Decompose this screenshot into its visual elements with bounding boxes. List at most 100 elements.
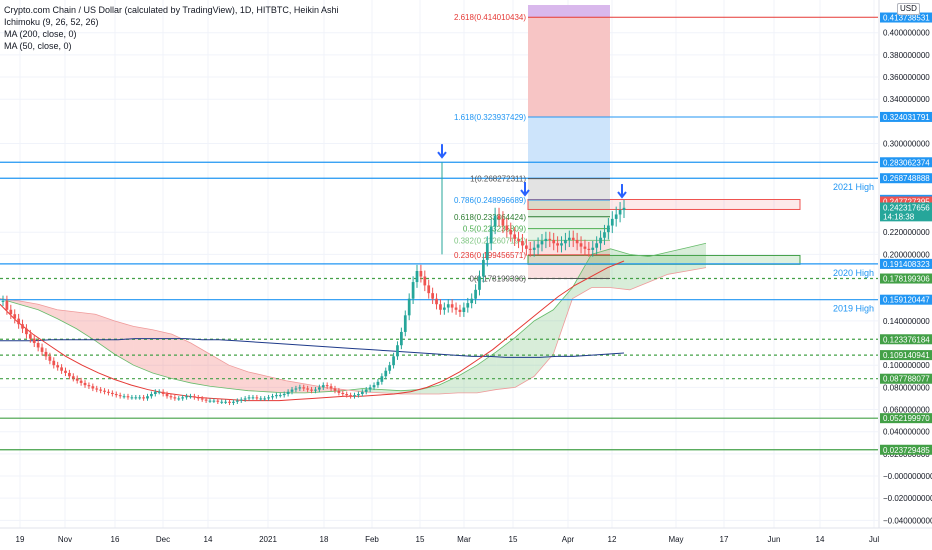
candle-body [282,394,286,396]
candle-body [232,401,235,403]
cloud-segment [610,248,630,290]
candle-body [478,276,481,290]
candle-body [587,248,591,250]
candle-body [181,397,185,399]
candle-body [275,395,278,397]
candle-body [325,385,329,387]
candle-body [415,270,419,283]
cloud-segment [553,287,573,355]
horizontal-levels: 2021 High 2020 High 2019 High [0,161,878,451]
candle-body [564,239,567,244]
fib-label: 0.618(0.233864424) [454,213,526,222]
indicator-ma200[interactable]: MA (200, close, 0) [4,29,77,39]
cloud-segment [438,376,458,395]
candle-body [314,389,317,391]
candle-body [575,239,579,244]
cloud-segment [648,252,668,283]
candle-body [599,237,602,244]
candle-body [368,387,372,390]
time-tick: Apr [562,535,575,544]
symbol-title: Crypto.com Chain / US Dollar (calculated… [4,5,339,15]
candle-body [517,238,520,242]
time-tick: Jul [869,535,879,544]
fib-label: 0.786(0.248996689) [454,196,526,205]
candle-body [103,390,106,392]
candle-body [255,397,259,399]
candle-body [521,241,524,246]
price-level-tag [880,211,932,222]
candle-body [614,214,618,219]
cloud-segment [419,385,439,395]
time-tick: Jun [768,535,781,544]
cloud-segment [171,334,191,383]
candle-body [622,207,626,211]
candle-body [56,365,60,368]
candle-body [392,356,395,366]
candle-body [357,394,360,396]
price-level-tag [880,350,932,361]
price-tick: 0.380000000 [883,51,930,60]
candle-body [247,397,251,399]
currency-badge[interactable]: USD [897,3,920,15]
candle-body [470,298,474,304]
candle-body [560,243,563,246]
price-tick: 0.340000000 [883,95,930,104]
candle-body [513,234,517,239]
time-tick: 17 [720,535,729,544]
candle-body [482,259,485,277]
indicator-ichimoku[interactable]: Ichimoku (9, 26, 52, 26) [4,17,99,27]
candle-body [548,238,552,240]
candle-body [610,218,614,226]
candle-body [489,226,493,244]
candle-body [200,398,204,400]
fibonacci-levels: 2.618(0.414010434) 1.618(0.323937429) 1(0.… [454,13,878,284]
time-tick: Dec [156,535,170,544]
time-tick: May [668,535,683,544]
candle-body [298,387,302,389]
candle-body [196,397,200,399]
candle-body [302,387,306,389]
candle-body [345,394,349,396]
candle-body [220,401,224,403]
price-axis: 0.400000000 0.380000000 0.360000000 0.34000… [878,0,932,528]
candle-body [189,396,192,398]
indicator-ma50[interactable]: MA (50, close, 0) [4,41,72,51]
candle-body [126,396,130,398]
candle-body [431,293,434,299]
price-level-tag [880,196,932,207]
time-tick: Feb [365,535,379,544]
candle-body [446,304,450,308]
candle-body [556,243,559,246]
candle-body [540,241,544,245]
candle-body [36,343,40,348]
zone-2618 [528,5,610,18]
candle-body [528,248,532,250]
moving-averages [0,260,625,402]
price-level-text: 0.191408323 [883,260,930,269]
price-level-tag [880,444,932,455]
candle-body [204,399,208,401]
candle-body [107,391,110,393]
candle-body [407,298,411,316]
zone-1 [528,116,610,179]
cloud-segment [19,300,39,310]
cloud-segment [534,309,554,377]
price-level-tag [880,111,932,122]
candle-body [228,401,231,403]
fib-label: 2.618(0.414010434) [454,13,526,22]
cloud-segment [591,248,611,288]
candle-body [130,397,134,399]
candle-body [173,397,177,399]
zone-1618 [528,17,610,117]
candle-body [271,396,274,398]
price-tick: 0.100000000 [883,361,930,370]
candle-body [235,400,239,402]
candle-body [497,215,501,219]
price-level-text: 0.247727395 [883,197,930,206]
price-level-tag [880,12,932,23]
fib-label: 0.236(0.199456571) [454,251,526,260]
candle-body [310,389,313,391]
candle-body [571,237,575,240]
cloud-segment [457,365,478,393]
